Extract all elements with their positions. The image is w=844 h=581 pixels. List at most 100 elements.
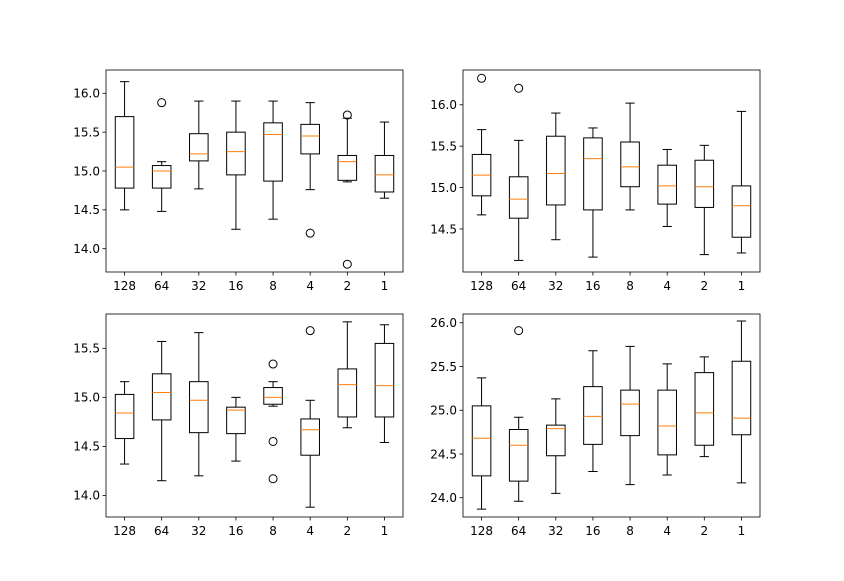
box: [471, 405, 492, 477]
x-tick-label: 16: [228, 279, 243, 293]
y-tick-label: 16.0: [430, 98, 457, 112]
box: [583, 137, 603, 211]
y-tick-label: 14.5: [73, 203, 100, 217]
outlier-point: [342, 110, 352, 120]
x-tick-label: 64: [511, 279, 526, 293]
axes-frame: [105, 313, 404, 518]
x-tick-label: 4: [663, 279, 671, 293]
x-tick-label: 2: [343, 524, 351, 538]
outlier-point: [305, 228, 315, 238]
x-tick-label: 128: [470, 524, 493, 538]
box: [657, 389, 677, 456]
axes-frame: [462, 69, 761, 273]
panel-top-right: 14.5 15.0 15.5 16.0 128 64 32 16 8 4 2 1: [430, 69, 761, 293]
x-tick-label: 4: [306, 524, 314, 538]
outlier-point: [157, 98, 167, 108]
y-tick-label: 15.0: [73, 164, 100, 178]
outlier-point: [268, 436, 278, 446]
x-tick-label: 32: [191, 279, 206, 293]
x-tick-label: 2: [700, 279, 708, 293]
axes-frame: [462, 313, 761, 518]
box: [657, 164, 677, 205]
x-tick-label: 128: [113, 279, 136, 293]
x-tick-label: 128: [470, 279, 493, 293]
box: [226, 131, 246, 176]
box: [731, 360, 752, 436]
x-tick-label: 8: [269, 279, 277, 293]
box: [546, 135, 566, 206]
box: [189, 133, 209, 162]
box: [337, 368, 358, 418]
y-tick-label: 15.0: [73, 391, 100, 405]
y-tick-label: 25.0: [430, 404, 457, 418]
x-tick-label: 1: [381, 279, 389, 293]
y-tick-label: 14.5: [430, 222, 457, 236]
x-tick-label: 16: [228, 524, 243, 538]
box: [374, 342, 395, 418]
y-tick-label: 26.0: [430, 316, 457, 330]
y-tick-label: 24.5: [430, 447, 457, 461]
box: [546, 424, 566, 457]
box: [694, 372, 715, 446]
box: [694, 159, 715, 208]
y-tick-label: 15.5: [73, 125, 100, 139]
y-tick-label: 15.5: [73, 342, 100, 356]
panel-top-left: 14.0 14.5 15.0 15.5 16.0 128 64 32 16 8 4 2 1: [73, 69, 404, 293]
x-tick-label: 32: [191, 524, 206, 538]
x-tick-label: 64: [511, 524, 526, 538]
outlier-point: [477, 73, 487, 83]
axes-frame: [105, 69, 404, 273]
box: [189, 381, 209, 434]
box: [300, 418, 320, 456]
panel-bottom-left: 14.0 14.5 15.0 15.5 128 64 32 16 8 4 2 1: [73, 313, 404, 538]
x-tick-label: 16: [585, 524, 600, 538]
outlier-point: [514, 326, 524, 336]
x-tick-label: 1: [381, 524, 389, 538]
y-tick-label: 14.0: [73, 242, 100, 256]
box: [620, 141, 640, 188]
x-tick-label: 64: [154, 279, 169, 293]
box: [151, 165, 172, 189]
box: [263, 387, 283, 405]
x-tick-label: 8: [626, 524, 634, 538]
outlier-point: [268, 474, 278, 484]
outlier-point: [268, 359, 278, 369]
y-tick-label: 24.0: [430, 491, 457, 505]
y-tick-label: 15.5: [430, 139, 457, 153]
y-tick-label: 25.5: [430, 360, 457, 374]
box: [337, 154, 358, 181]
x-tick-label: 16: [585, 279, 600, 293]
outlier-point: [342, 259, 352, 269]
x-tick-label: 4: [663, 524, 671, 538]
x-tick-label: 32: [548, 279, 563, 293]
x-tick-label: 8: [269, 524, 277, 538]
panel-bottom-right: 24.0 24.5 25.0 25.5 26.0 128 64 32 16 8 4 2 1: [430, 313, 761, 538]
y-tick-label: 14.0: [73, 489, 100, 503]
box: [731, 185, 752, 238]
box: [114, 116, 135, 189]
box: [620, 389, 640, 437]
x-tick-label: 32: [548, 524, 563, 538]
outlier-point: [514, 83, 524, 93]
box: [508, 429, 529, 482]
outlier-point: [305, 326, 315, 336]
box: [226, 406, 246, 435]
box: [151, 373, 172, 421]
y-tick-label: 15.0: [430, 181, 457, 195]
x-tick-label: 4: [306, 279, 314, 293]
x-tick-label: 2: [700, 524, 708, 538]
box: [374, 154, 395, 193]
x-tick-label: 2: [343, 279, 351, 293]
box: [114, 393, 135, 440]
x-tick-label: 8: [626, 279, 634, 293]
box: [583, 386, 603, 445]
y-tick-label: 14.5: [73, 440, 100, 454]
x-tick-label: 128: [113, 524, 136, 538]
x-tick-label: 64: [154, 524, 169, 538]
box: [263, 122, 283, 182]
y-tick-label: 16.0: [73, 87, 100, 101]
box: [508, 176, 529, 219]
box: [300, 123, 320, 155]
